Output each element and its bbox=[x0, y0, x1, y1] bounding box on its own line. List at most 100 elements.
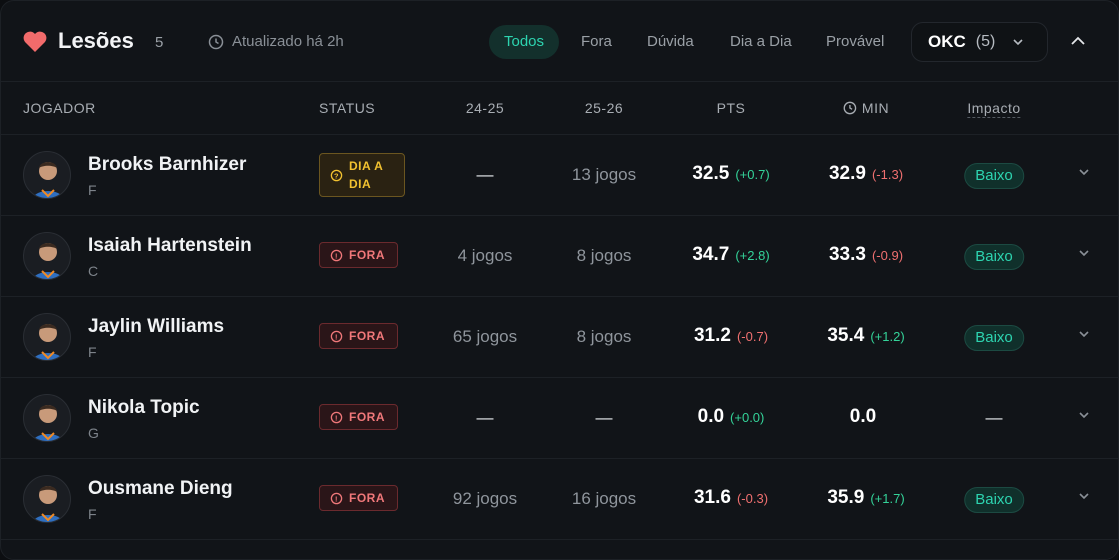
min-value: 35.4 (+1.2) bbox=[827, 325, 905, 346]
tab-provavel[interactable]: Provável bbox=[826, 33, 885, 50]
updated-text: Atualizado há 2h bbox=[232, 33, 344, 50]
min-value: 35.9 (+1.7) bbox=[827, 487, 905, 508]
player-name[interactable]: Isaiah Hartenstein bbox=[88, 235, 252, 256]
min-value: 32.9 (-1.3) bbox=[828, 163, 904, 184]
min-value: 0.0 bbox=[849, 406, 877, 427]
expand-chevron-down-icon[interactable] bbox=[1077, 165, 1091, 179]
collapse-chevron-up-icon[interactable] bbox=[1069, 34, 1087, 48]
player-position: C bbox=[88, 263, 99, 279]
pts-delta: (-0.7) bbox=[736, 329, 769, 344]
season-2425: — bbox=[476, 408, 494, 427]
season-2526: — bbox=[595, 408, 613, 427]
status-icon: ! bbox=[330, 492, 343, 504]
status-label: DIA A DIA bbox=[349, 159, 383, 191]
player-position: F bbox=[88, 506, 97, 522]
player-row[interactable]: Nikola Topic G ! FORA — — 0.0 (+0.0) 0.0 … bbox=[1, 378, 1118, 459]
player-avatar bbox=[23, 151, 71, 199]
status-badge: ! FORA bbox=[319, 404, 398, 430]
impact-badge: — bbox=[985, 408, 1003, 427]
col-min: MIN bbox=[843, 100, 889, 116]
expand-chevron-down-icon[interactable] bbox=[1077, 489, 1091, 503]
season-2526: 13 jogos bbox=[571, 165, 637, 184]
svg-text:?: ? bbox=[334, 171, 339, 180]
status-badge: ? DIA A DIA bbox=[319, 153, 405, 197]
min-delta: (+1.7) bbox=[870, 491, 905, 506]
player-name[interactable]: Nikola Topic bbox=[88, 397, 200, 418]
table-header: JOGADOR STATUS 24-25 25-26 PTS MIN Impac… bbox=[1, 82, 1118, 135]
impact-badge: Baixo bbox=[964, 487, 1024, 513]
status-label: FORA bbox=[349, 329, 385, 343]
pts-value: 31.6 (-0.3) bbox=[693, 487, 769, 508]
team-select[interactable]: OKC (5) bbox=[911, 22, 1048, 62]
player-position: G bbox=[88, 425, 99, 441]
clock-icon bbox=[843, 101, 857, 115]
season-2425: — bbox=[476, 165, 494, 184]
pts-delta: (-0.3) bbox=[736, 491, 769, 506]
impact-badge: Baixo bbox=[964, 163, 1024, 189]
col-pts: PTS bbox=[716, 100, 746, 116]
player-position: F bbox=[88, 182, 97, 198]
status-label: FORA bbox=[349, 248, 385, 262]
player-row[interactable]: Ousmane Dieng F ! FORA 92 jogos 16 jogos… bbox=[1, 459, 1118, 540]
player-name[interactable]: Jaylin Williams bbox=[88, 316, 225, 337]
card-title: Lesões bbox=[58, 28, 134, 53]
heart-icon bbox=[23, 31, 47, 52]
player-row[interactable]: Isaiah Hartenstein C ! FORA 4 jogos 8 jo… bbox=[1, 216, 1118, 297]
expand-chevron-down-icon[interactable] bbox=[1077, 408, 1091, 422]
impact-badge: Baixo bbox=[964, 325, 1024, 351]
status-icon: ? bbox=[330, 169, 343, 181]
season-2526: 16 jogos bbox=[571, 489, 637, 508]
col-player: JOGADOR bbox=[23, 100, 96, 116]
min-delta: (-1.3) bbox=[871, 167, 904, 182]
col-min-label: MIN bbox=[861, 100, 890, 116]
pts-value: 34.7 (+2.8) bbox=[692, 244, 770, 265]
player-name[interactable]: Ousmane Dieng bbox=[88, 478, 233, 499]
player-row[interactable]: Jaylin Williams F ! FORA 65 jogos 8 jogo… bbox=[1, 297, 1118, 378]
team-code: OKC bbox=[928, 32, 966, 51]
injury-count: 5 bbox=[155, 34, 164, 51]
status-icon: ! bbox=[330, 249, 343, 261]
player-name[interactable]: Brooks Barnhizer bbox=[88, 154, 247, 175]
pts-delta: (+2.8) bbox=[735, 248, 770, 263]
tab-fora[interactable]: Fora bbox=[581, 33, 612, 50]
min-delta: (+1.2) bbox=[870, 329, 905, 344]
player-row[interactable]: Brooks Barnhizer F ? DIA A DIA — 13 jogo… bbox=[1, 135, 1118, 216]
card-header: Lesões 5 Atualizado há 2h Todos Fora Dúv… bbox=[1, 1, 1118, 82]
status-label: FORA bbox=[349, 410, 385, 424]
season-2526: 8 jogos bbox=[576, 327, 632, 346]
impact-badge: Baixo bbox=[964, 244, 1024, 270]
svg-text:!: ! bbox=[335, 413, 338, 422]
status-icon: ! bbox=[330, 411, 343, 423]
season-2425: 4 jogos bbox=[457, 246, 513, 265]
col-impact[interactable]: Impacto bbox=[967, 100, 1021, 118]
player-avatar bbox=[23, 232, 71, 280]
player-avatar bbox=[23, 313, 71, 361]
player-avatar bbox=[23, 394, 71, 442]
team-count: (5) bbox=[975, 33, 996, 50]
status-icon: ! bbox=[330, 330, 343, 342]
pts-value: 32.5 (+0.7) bbox=[692, 163, 770, 184]
svg-text:!: ! bbox=[335, 251, 338, 260]
status-badge: ! FORA bbox=[319, 485, 398, 511]
tab-duvida[interactable]: Dúvida bbox=[647, 33, 694, 50]
clock-icon bbox=[208, 34, 224, 49]
pts-delta: (+0.0) bbox=[730, 410, 765, 425]
svg-text:!: ! bbox=[335, 494, 338, 503]
season-2526: 8 jogos bbox=[576, 246, 632, 265]
player-position: F bbox=[88, 344, 97, 360]
status-badge: ! FORA bbox=[319, 323, 398, 349]
updated-status: Atualizado há 2h bbox=[208, 33, 344, 50]
tab-dia-a-dia[interactable]: Dia a Dia bbox=[730, 33, 792, 50]
pts-value: 0.0 (+0.0) bbox=[697, 406, 765, 427]
tab-todos[interactable]: Todos bbox=[489, 25, 560, 59]
col-season-2425: 24-25 bbox=[465, 100, 505, 116]
season-2425: 65 jogos bbox=[452, 327, 518, 346]
min-delta: (-0.9) bbox=[871, 248, 904, 263]
status-badge: ! FORA bbox=[319, 242, 398, 268]
col-status: STATUS bbox=[319, 100, 376, 116]
pts-value: 31.2 (-0.7) bbox=[693, 325, 769, 346]
pts-delta: (+0.7) bbox=[735, 167, 770, 182]
expand-chevron-down-icon[interactable] bbox=[1077, 327, 1091, 341]
expand-chevron-down-icon[interactable] bbox=[1077, 246, 1091, 260]
